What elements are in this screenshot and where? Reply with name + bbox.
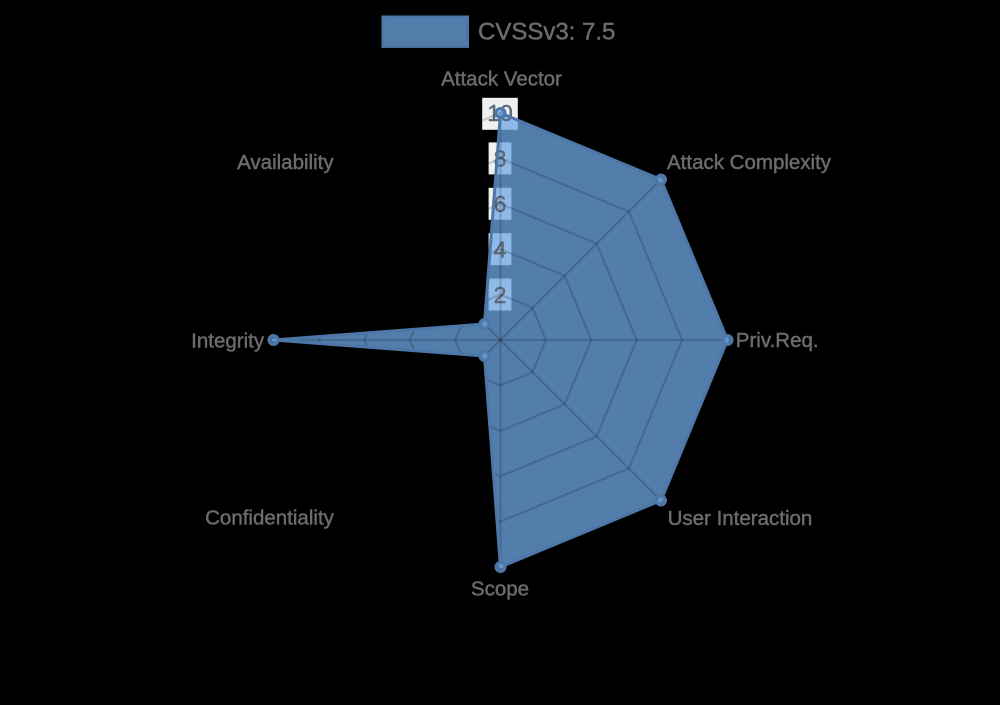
svg-text:Scope: Scope [471, 578, 529, 601]
svg-text:Availability: Availability [237, 151, 334, 174]
svg-text:6: 6 [494, 191, 507, 217]
svg-text:User Interaction: User Interaction [668, 507, 813, 530]
svg-text:Priv.Req.: Priv.Req. [736, 329, 819, 352]
svg-text:Integrity: Integrity [191, 330, 265, 353]
svg-text:Attack Complexity: Attack Complexity [667, 151, 832, 174]
svg-text:Attack Vector: Attack Vector [441, 67, 562, 90]
svg-text:Confidentiality: Confidentiality [205, 507, 335, 530]
svg-text:CVSSv3: 7.5: CVSSv3: 7.5 [478, 18, 615, 45]
svg-text:4: 4 [494, 236, 507, 262]
svg-text:2: 2 [494, 282, 507, 308]
